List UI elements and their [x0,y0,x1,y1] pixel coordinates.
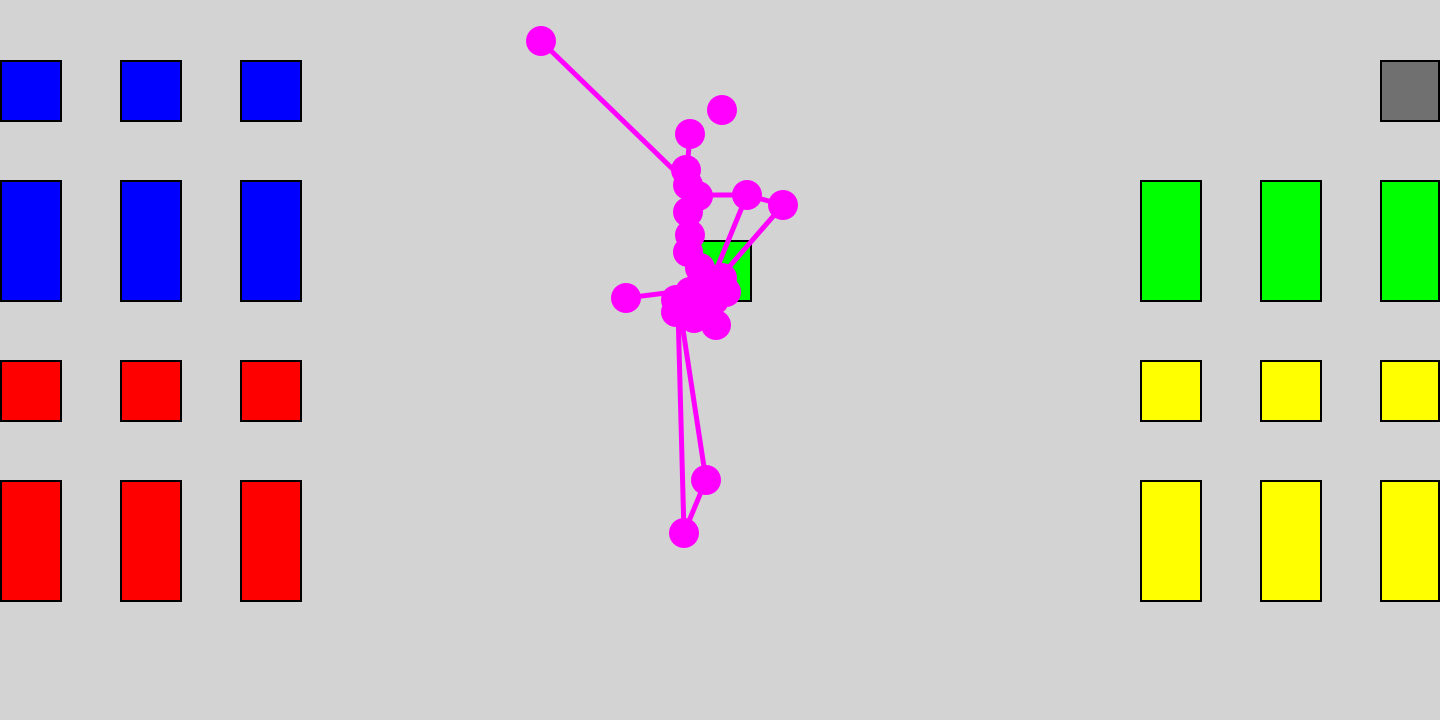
yellow-tall-tile-1[interactable] [1140,480,1202,602]
figure-links [538,38,786,536]
figure-joint[interactable] [699,285,729,315]
blue-short-tile-1[interactable] [0,60,62,122]
figure-joint[interactable] [526,26,556,56]
red-short-tile-1[interactable] [0,360,62,422]
blue-tall-tile-2[interactable] [120,180,182,302]
figure-joint[interactable] [701,310,731,340]
blue-short-tile-3[interactable] [240,60,302,122]
figure-joint[interactable] [768,190,798,220]
blue-tall-tile-1[interactable] [0,180,62,302]
green-tall-tile-1[interactable] [1140,180,1202,302]
figure-joint[interactable] [691,465,721,495]
red-short-tile-2[interactable] [120,360,182,422]
red-tall-tile-1[interactable] [0,480,62,602]
gray-short-tile[interactable] [1380,60,1440,122]
yellow-short-tile-3[interactable] [1380,360,1440,422]
figure-joint[interactable] [611,283,641,313]
figure-joint[interactable] [669,518,699,548]
figure-joint[interactable] [732,180,762,210]
figure-joints [526,26,798,548]
figure-link [677,307,709,483]
yellow-short-tile-1[interactable] [1140,360,1202,422]
figure-joint[interactable] [673,197,703,227]
figure-link [675,307,687,536]
figure-link [538,38,689,185]
blue-tall-tile-3[interactable] [240,180,302,302]
green-tall-tile-3[interactable] [1380,180,1440,302]
red-tall-tile-2[interactable] [120,480,182,602]
red-tall-tile-3[interactable] [240,480,302,602]
figure-joint[interactable] [675,119,705,149]
yellow-tall-tile-2[interactable] [1260,480,1322,602]
figure-joint[interactable] [707,95,737,125]
blue-short-tile-2[interactable] [120,60,182,122]
green-tall-tile-2[interactable] [1260,180,1322,302]
yellow-tall-tile-3[interactable] [1380,480,1440,602]
yellow-short-tile-2[interactable] [1260,360,1322,422]
red-short-tile-3[interactable] [240,360,302,422]
